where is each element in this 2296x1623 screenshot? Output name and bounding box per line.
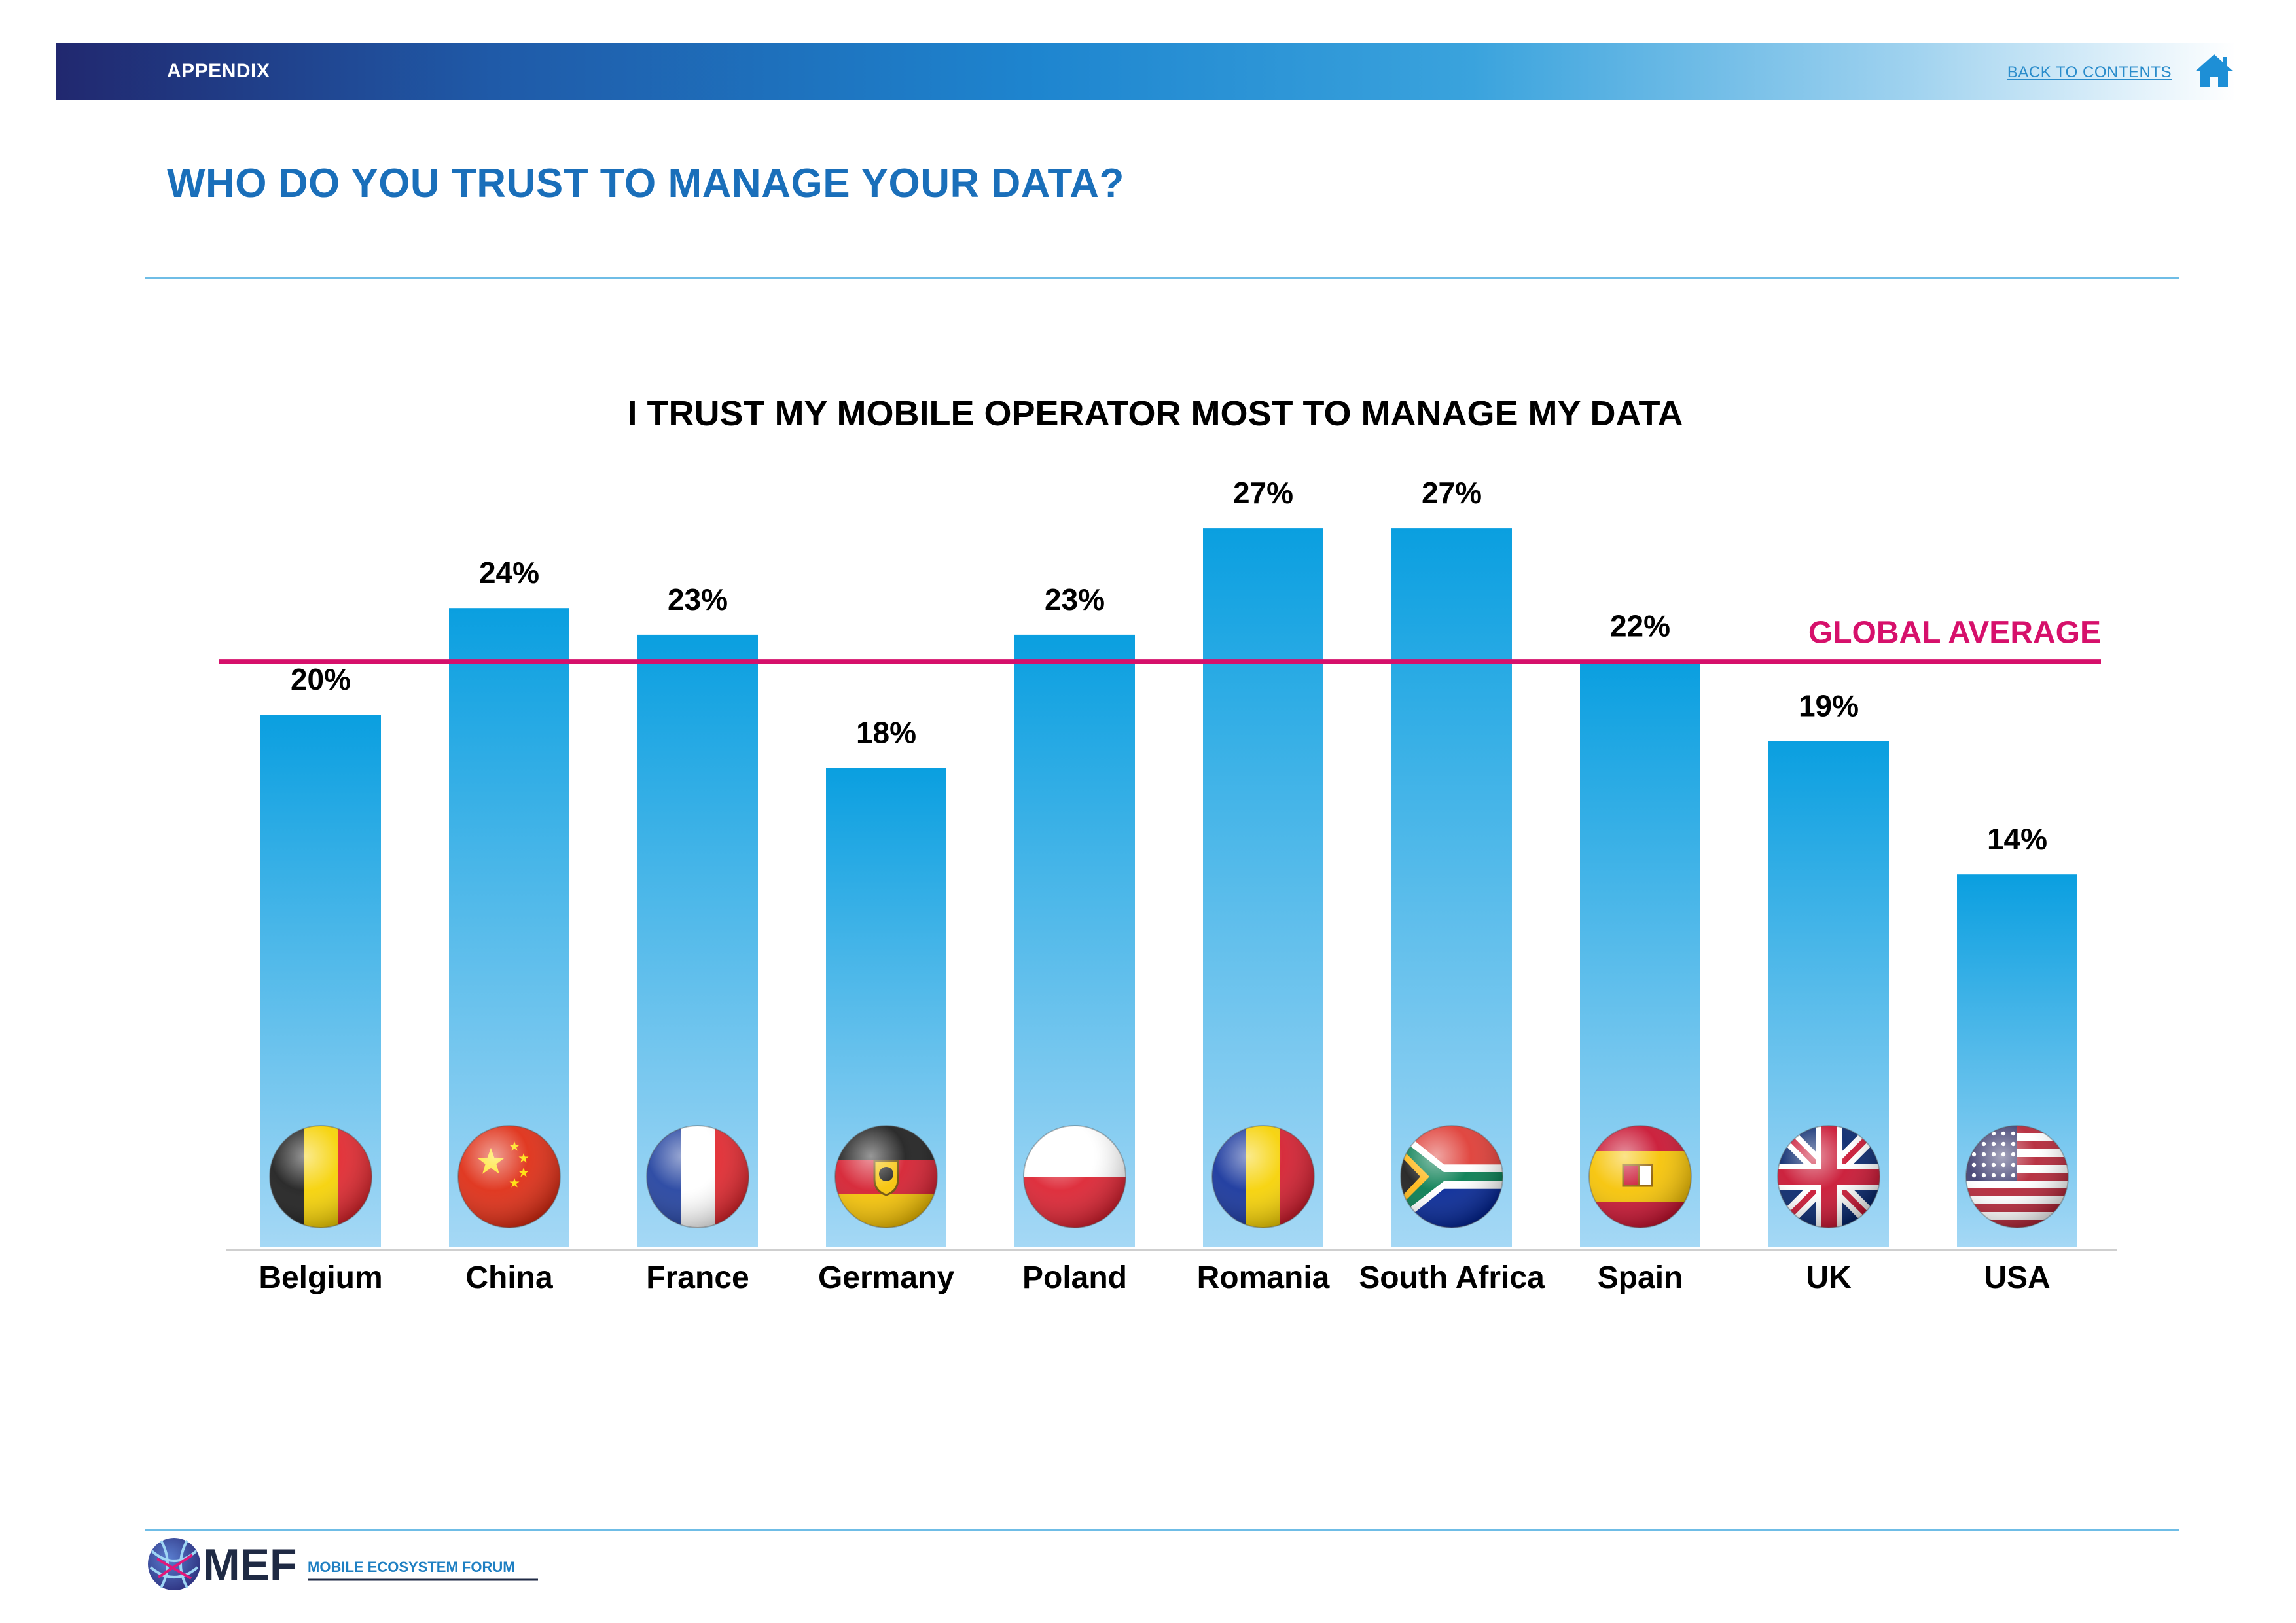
chart-title: I TRUST MY MOBILE OPERATOR MOST TO MANAG… — [627, 394, 1683, 433]
category-label-usa: USA — [1984, 1260, 2050, 1295]
value-label-usa: 14% — [1987, 822, 2047, 856]
category-label-south-africa: South Africa — [1359, 1260, 1545, 1295]
category-label-poland: Poland — [1022, 1260, 1127, 1295]
germany-flag-icon — [834, 1125, 938, 1228]
china-flag-icon — [457, 1125, 561, 1228]
uk-flag-icon — [1777, 1125, 1880, 1228]
bar-group-spain: 22% Spain — [1580, 609, 1700, 1295]
logo-text: MEF — [203, 1540, 297, 1590]
value-label-uk: 19% — [1799, 689, 1859, 723]
romania-flag-icon — [1211, 1125, 1315, 1228]
belgium-flag-icon — [269, 1125, 372, 1228]
footer-divider — [145, 1529, 2179, 1531]
bar-group-poland: 23% Poland — [1014, 582, 1135, 1295]
logo-subtitle: MOBILE ECOSYSTEM FORUM — [308, 1559, 515, 1575]
bar-chart: I TRUST MY MOBILE OPERATOR MOST TO MANAG… — [219, 394, 2117, 1295]
section-label: APPENDIX — [167, 60, 270, 82]
global-average-label: GLOBAL AVERAGE — [1808, 616, 2101, 651]
page-title: WHO DO YOU TRUST TO MANAGE YOUR DATA? — [167, 161, 1124, 206]
value-label-france: 23% — [668, 582, 728, 616]
back-to-contents-link[interactable]: BACK TO CONTENTS — [2007, 63, 2172, 81]
value-label-germany: 18% — [856, 715, 916, 749]
bar-group-germany: 18% Germany — [818, 715, 954, 1295]
spain-flag-icon — [1588, 1125, 1692, 1228]
south-africa-flag-icon — [1400, 1125, 1503, 1228]
header-band — [56, 43, 2236, 100]
value-label-belgium: 20% — [291, 662, 351, 696]
category-label-romania: Romania — [1197, 1260, 1330, 1295]
bar-group-romania: 27% Romania — [1197, 476, 1330, 1295]
value-label-spain: 22% — [1610, 609, 1670, 643]
bar-group-belgium: 20% Belgium — [259, 662, 382, 1295]
bar-group-china: 24% China — [449, 556, 569, 1295]
mef-logo: MEF MOBILE ECOSYSTEM FORUM — [148, 1538, 538, 1590]
bar-group-uk: 19% UK — [1768, 689, 1889, 1295]
category-label-germany: Germany — [818, 1260, 954, 1295]
category-label-belgium: Belgium — [259, 1260, 382, 1295]
value-label-south-africa: 27% — [1422, 476, 1482, 510]
bar-group-usa: 14% USA — [1957, 822, 2077, 1295]
category-label-spain: Spain — [1598, 1260, 1683, 1295]
france-flag-icon — [646, 1125, 749, 1228]
usa-flag-icon — [1965, 1125, 2069, 1228]
value-label-romania: 27% — [1233, 476, 1293, 510]
category-label-france: France — [646, 1260, 749, 1295]
category-label-uk: UK — [1806, 1260, 1852, 1295]
value-label-poland: 23% — [1045, 582, 1105, 616]
bar-group-south-africa: 27% South Africa — [1359, 476, 1545, 1295]
home-icon[interactable] — [2194, 52, 2234, 89]
title-divider — [145, 277, 2179, 279]
value-label-china: 24% — [479, 556, 539, 590]
bar-group-france: 23% France — [637, 582, 758, 1295]
category-label-china: China — [465, 1260, 553, 1295]
poland-flag-icon — [1023, 1125, 1126, 1228]
